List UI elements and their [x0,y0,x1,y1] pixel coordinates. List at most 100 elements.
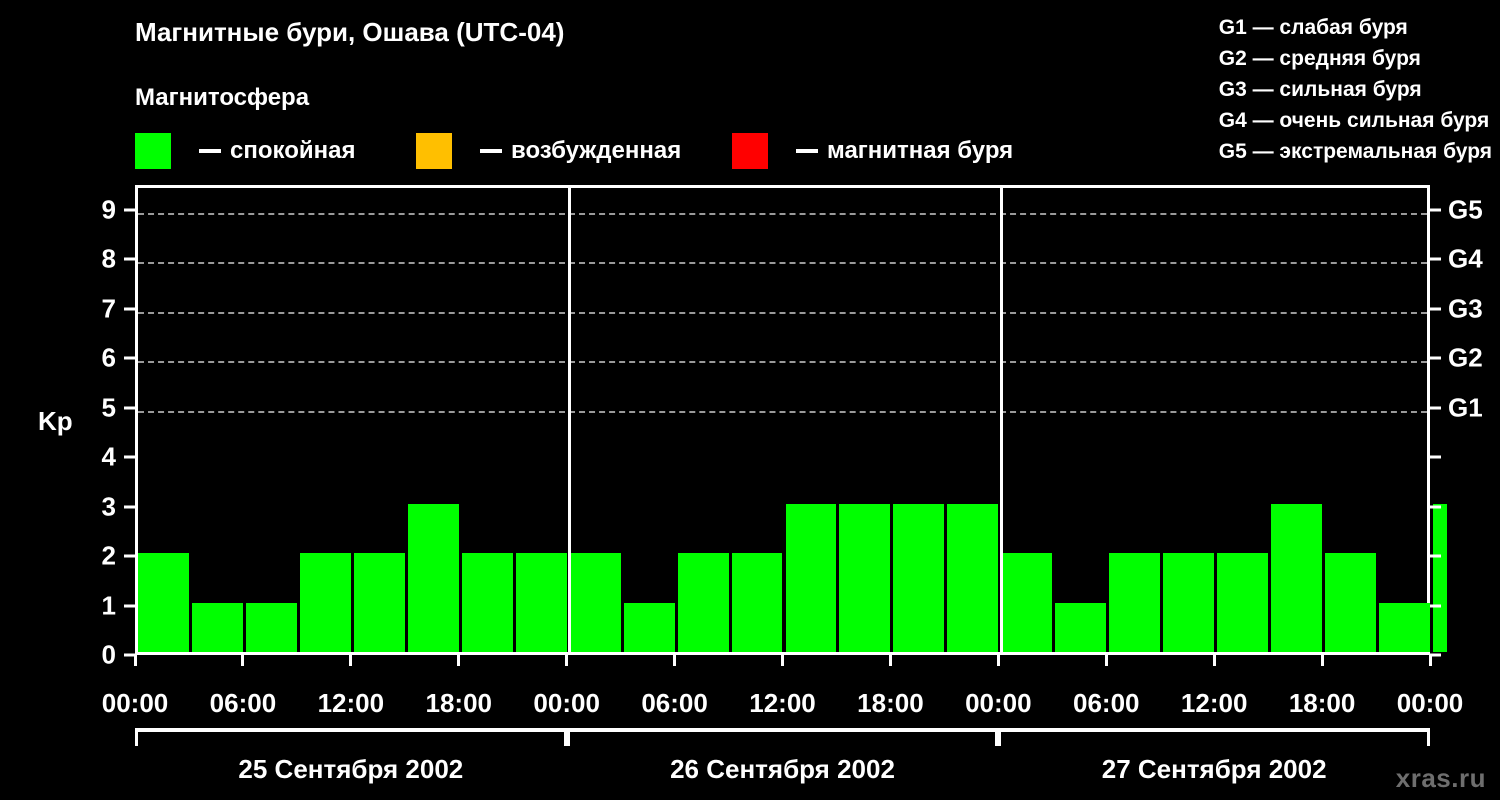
day-separator [568,188,572,652]
quiet-swatch [135,133,171,169]
x-tick [565,655,569,666]
y-axis-left-ticks [124,185,135,657]
bar-kp [138,553,189,652]
y-tick-9 [124,208,135,212]
y-axis-left-labels: 0 1 2 3 4 5 6 7 8 9 [60,185,116,669]
bar-kp [1379,602,1430,652]
gscale-legend-line-3: G3 — сильная буря [1218,78,1422,101]
bar-kp [407,503,459,652]
y-axis-right-ticks [1430,185,1441,657]
g-tick-label-G4: G4 [1448,243,1483,274]
x-tick [241,655,245,666]
y-tick-0 [124,653,135,657]
bar-kp [677,553,729,652]
bar-kp [893,503,945,652]
x-tick [349,655,353,666]
y-tick-right-7 [1430,307,1441,311]
gridline-kp-5 [138,410,1427,413]
x-axis-ticks [133,655,1433,666]
x-tick-label: 06:00 [1073,688,1140,718]
x-tick [1104,655,1108,666]
y-tick-right-3 [1430,505,1441,509]
bar-kp [191,602,243,652]
g-tick-label-G2: G2 [1448,342,1483,373]
y-tick-4 [124,455,135,459]
y-tick-1 [124,604,135,608]
bar-kp [623,602,675,652]
bar-kp [947,503,999,652]
gridline-kp-7 [138,311,1427,314]
bar-kp [1271,503,1323,652]
y-tick-right-4 [1430,455,1441,459]
magnetosphere-section-label: Магнитосфера [135,84,310,111]
bar-kp [353,553,405,652]
y-tick-label-7: 7 [101,293,116,324]
gridline-kp-6 [138,361,1427,364]
y-tick-right-0 [1430,653,1441,657]
x-tick [133,655,137,666]
legend-dash-icon [796,149,818,153]
bar-kp [1217,553,1269,652]
bar-kp [515,553,567,652]
legend-entry-unsettled: возбужденная [416,133,681,169]
y-tick-label-5: 5 [101,392,116,423]
gridline-kp-8 [138,262,1427,265]
date-bracket [135,728,567,746]
x-tick-label: 18:00 [1288,688,1356,718]
y-tick-right-1 [1430,604,1441,608]
gscale-legend-line-4: G4 — очень сильная буря [1218,109,1490,132]
x-tick-label: 06:00 [209,688,277,718]
legend-dash-icon [480,149,502,153]
x-tick-label: 00:00 [533,688,600,718]
legend-entry-quiet: спокойная [135,133,355,169]
legend-label: спокойная [230,137,356,164]
x-tick-label: 00:00 [965,688,1032,718]
g-tick-label-G5: G5 [1448,194,1483,225]
y-tick-label-1: 1 [101,590,116,621]
x-tick [457,655,461,666]
y-tick-8 [124,257,135,261]
date-bracket [566,728,999,746]
gscale-legend: G1 — слабая буря G2 — средняя буря G3 — си… [1219,12,1492,167]
x-tick-label: 12:00 [1180,688,1248,718]
y-tick-3 [124,505,135,509]
x-axis-labels: 00:00 06:00 12:00 18:00 00:00 06:00 12:00 18:00… [102,688,1464,720]
gscale-legend-line-1: G1 — слабая буря [1218,16,1408,39]
y-tick-5 [124,406,135,410]
bar-kp [731,553,783,652]
g-tick-label-G1: G1 [1448,392,1483,423]
bar-kp [461,553,513,652]
x-tick-label: 06:00 [641,688,708,718]
day-separator [999,188,1003,652]
date-label: 26 Сентября 2002 [670,754,895,784]
bar-kp [785,503,837,652]
bar-kp [1163,553,1215,652]
y-tick-label-9: 9 [101,194,116,225]
plot-area [135,185,1447,655]
date-label: 27 Сентября 2002 [1101,754,1327,784]
y-tick-right-8 [1430,257,1441,261]
date-bracket [998,728,1430,746]
y-axis-title: Kp [38,406,73,436]
y-tick-label-2: 2 [101,540,116,571]
gscale-legend-line-2: G2 — средняя буря [1218,47,1421,70]
x-tick [1320,655,1324,666]
y-tick-label-4: 4 [101,441,116,472]
x-tick [673,655,677,666]
y-tick-label-8: 8 [101,243,116,274]
x-tick [888,655,892,666]
y-tick-right-5 [1430,406,1441,410]
y-tick-6 [124,356,135,360]
x-tick [1212,655,1216,666]
legend-dash-icon [199,149,221,153]
plot-inner [138,188,1447,652]
y-tick-label-0: 0 [101,639,116,670]
x-tick-label: 18:00 [857,688,924,718]
gscale-legend-line-5: G5 — экстремальная буря [1218,140,1492,163]
legend-entry-storm: магнитная буря [732,133,1013,169]
y-tick-right-9 [1430,208,1441,212]
date-brackets: 25 Сентября 2002 26 Сентября 2002 27 Сентя… [135,728,1433,798]
watermark: xras.ru [1395,763,1486,793]
g-tick-label-G3: G3 [1448,293,1483,324]
legend-label: магнитная буря [827,137,1014,164]
